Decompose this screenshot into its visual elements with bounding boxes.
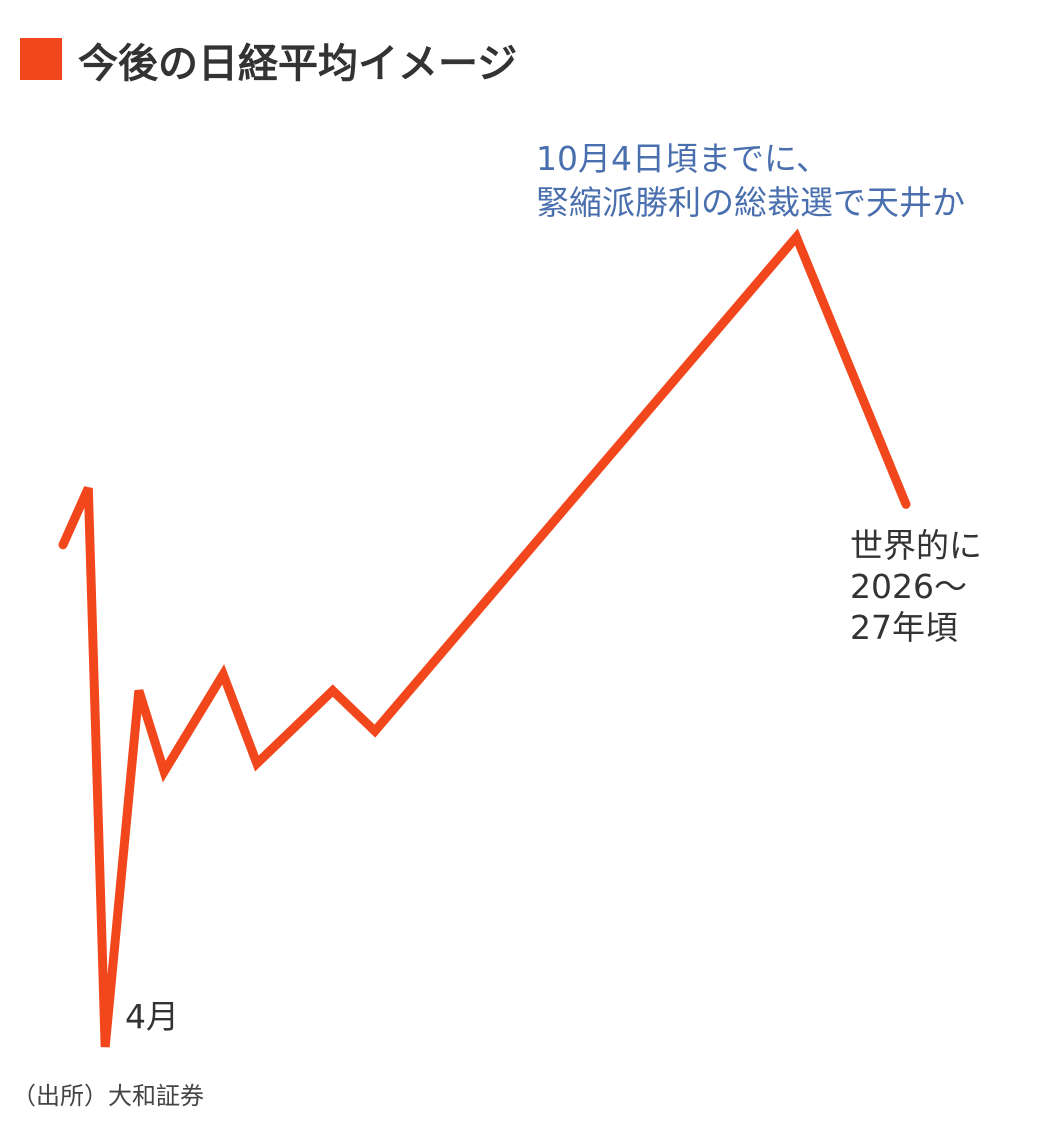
series-line (58, 228, 911, 1048)
peak-annotation-line-2: 緊縮派勝利の総裁選で天井か (536, 183, 965, 222)
peak-annotation-line-1: 10月4日頃までに、 (536, 139, 829, 178)
end-annotation-line-3: 27年頃 (850, 608, 958, 647)
trough-annotation: 4月 (125, 997, 179, 1036)
end-annotation-line-2: 2026～ (850, 567, 967, 606)
source-note: （出所）大和証券 (12, 1082, 204, 1110)
title-marker (20, 38, 62, 80)
chart-title: 今後の日経平均イメージ (78, 41, 517, 87)
end-annotation-line-1: 世界的に (850, 526, 982, 565)
